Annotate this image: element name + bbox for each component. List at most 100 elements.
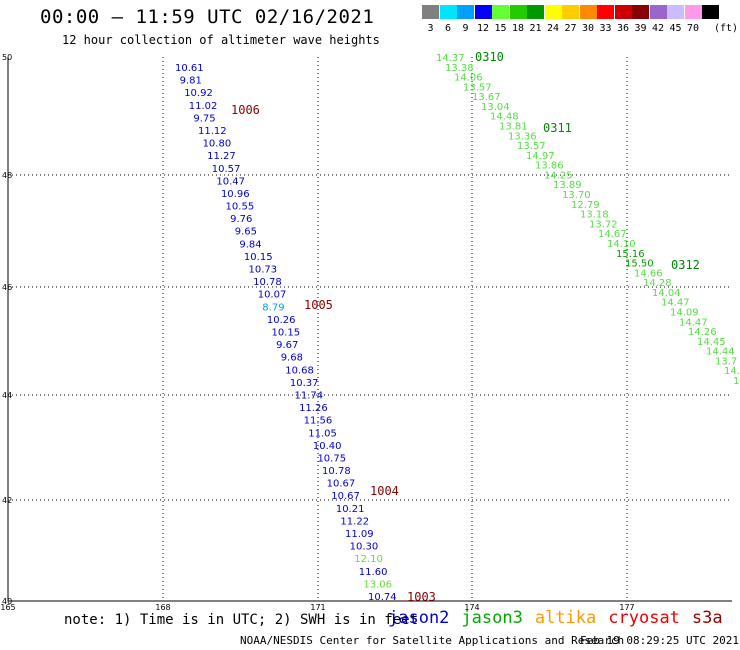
wave-height-label: 11.74: [294, 390, 323, 401]
legend-label: 15: [494, 23, 507, 34]
wave-height-label: 13.57: [517, 141, 546, 152]
legend-swatch: [632, 5, 649, 19]
wave-height-label: 14.47: [679, 317, 708, 328]
legend-label: 33: [599, 23, 612, 34]
wave-height-label: 10.26: [267, 315, 296, 326]
wave-height-label: 11.27: [207, 151, 236, 162]
legend-label: 39: [634, 23, 647, 34]
wave-height-label: 14.45: [697, 337, 726, 348]
wave-height-label: 10.67: [331, 491, 360, 502]
legend-swatch: [439, 5, 457, 19]
wave-height-label: 11.56: [304, 416, 333, 427]
wave-height-label: 15.16: [616, 249, 645, 260]
wave-height-label: 14.47: [661, 298, 690, 309]
legend-label: 45: [669, 23, 682, 34]
wave-height-label: 9.68: [281, 353, 303, 364]
wave-height-label: 10.78: [253, 277, 282, 288]
legend-swatch: [492, 5, 509, 19]
footer-note: note: 1) Time is in UTC; 2) SWH is in fe…: [64, 612, 419, 628]
time-mark-label: 0311: [543, 121, 572, 135]
wave-height-label: 11.26: [299, 403, 328, 414]
wave-height-label: 13.38: [445, 63, 474, 74]
legend-label: 70: [686, 23, 700, 34]
credit-text: NOAA/NESDIS Center for Satellite Applica…: [240, 634, 625, 647]
lat-label: 40: [2, 597, 12, 606]
wave-height-label: 10.07: [258, 290, 287, 301]
lon-label: 168: [155, 603, 170, 612]
lat-label: 50: [2, 53, 12, 62]
wave-height-label: 14.06: [454, 73, 483, 84]
lat-label: 44: [2, 391, 12, 400]
wave-height-label: 14.97: [526, 151, 555, 162]
satellite-jason2: jason2: [388, 608, 450, 628]
wave-height-label: 13.89: [553, 180, 582, 191]
time-mark-label: 0310: [475, 50, 504, 64]
legend-swatch: [422, 5, 439, 19]
wave-height-label: 10.40: [313, 441, 342, 452]
wave-height-label: 11.05: [308, 428, 337, 439]
satellite-jason3: jason3: [461, 608, 523, 628]
legend-swatch: [684, 5, 702, 19]
satellite-cryosat: cryosat: [608, 608, 680, 628]
wave-height-label: 10.30: [350, 542, 379, 553]
wave-height-label: 11.09: [345, 529, 374, 540]
legend-label: 24: [546, 23, 560, 34]
wave-height-label: 13.7: [715, 356, 737, 367]
wave-height-label: 10.15: [272, 328, 301, 339]
legend-label: 36: [616, 23, 630, 34]
wave-height-label: 10.73: [249, 265, 278, 276]
lat-label: 48: [2, 171, 12, 180]
time-mark-label: 1005: [304, 298, 333, 312]
wave-height-label: 10.92: [184, 88, 213, 99]
time-mark-label: 0312: [671, 258, 700, 272]
legend-label: 21: [529, 23, 542, 34]
wave-height-label: 12.79: [571, 200, 600, 211]
wave-height-label: 13.70: [562, 190, 591, 201]
wave-height-label: 13.06: [363, 579, 392, 590]
wave-height-label: 13.67: [472, 92, 501, 103]
legend-label: 18: [511, 23, 525, 34]
legend-swatch: [527, 5, 544, 19]
wave-height-label: 14.09: [670, 307, 699, 318]
legend-swatch: [457, 5, 474, 19]
wave-height-label: 10.37: [290, 378, 319, 389]
wave-height-label: 8.79: [262, 302, 284, 313]
wave-height-label: 10.74: [368, 592, 397, 603]
map-title: 00:00 – 11:59 UTC 02/16/2021: [40, 6, 375, 28]
wave-height-label: 10.47: [216, 176, 245, 187]
legend-label: 9: [462, 23, 469, 34]
wave-height-label: 9.75: [193, 113, 215, 124]
legend-swatch: [562, 5, 579, 19]
legend-label: 3: [427, 23, 434, 34]
legend-swatch: [474, 5, 492, 19]
wave-height-label: 10.67: [327, 479, 356, 490]
wave-height-label: 13.72: [589, 219, 618, 230]
wave-height-label: 11.02: [189, 101, 218, 112]
wave-height-label: 14.26: [688, 327, 717, 338]
wave-height-label: 12.10: [354, 554, 383, 565]
map-subtitle: 12 hour collection of altimeter wave hei…: [62, 33, 380, 47]
wave-height-label: 14.25: [544, 170, 573, 181]
legend-label: 27: [564, 23, 577, 34]
wave-height-label: 13.86: [535, 161, 564, 172]
wave-height-label: 13.18: [580, 210, 609, 221]
wave-height-label: 10.75: [317, 453, 346, 464]
satellite-legend: jason2 jason3 altika cryosat s3a: [388, 608, 735, 628]
wave-height-label: 10.78: [322, 466, 351, 477]
legend-swatch: [614, 5, 632, 19]
legend-unit: (ft): [714, 23, 739, 34]
legend-label: 30: [581, 23, 595, 34]
wave-height-label: 10.68: [285, 365, 314, 376]
wave-height-label: 9.76: [230, 214, 252, 225]
legend-label: 42: [651, 23, 665, 34]
wave-height-label: 13.81: [499, 122, 528, 133]
wave-height-label: 14.: [724, 366, 740, 377]
lon-label: 165: [0, 603, 15, 612]
wave-height-label: 11.22: [340, 516, 369, 527]
wave-height-label: 9.84: [239, 239, 261, 250]
time-mark-label: 1003: [407, 590, 436, 604]
wave-height-label: 14.28: [643, 278, 672, 289]
wave-height-label: 11.12: [198, 126, 227, 137]
satellite-altika: altika: [534, 608, 597, 628]
